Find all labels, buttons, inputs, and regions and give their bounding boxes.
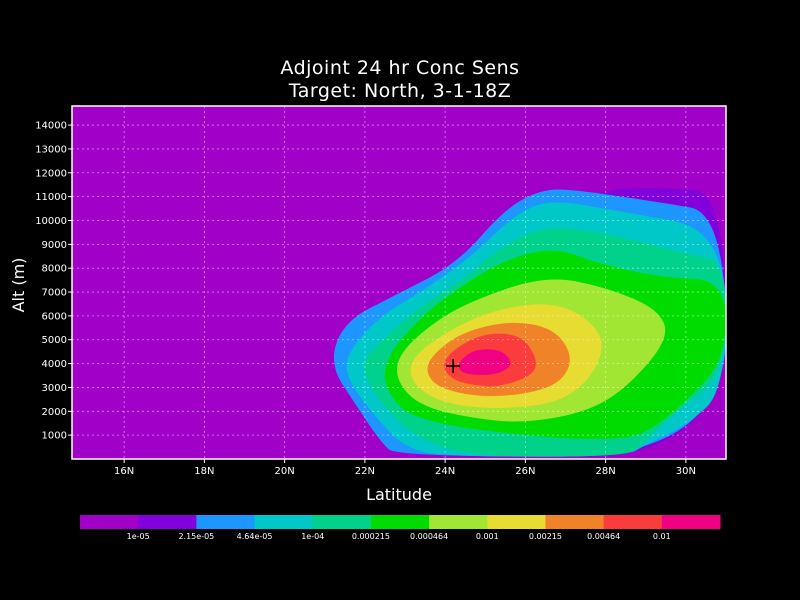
x-tick-label-2: 20N — [275, 466, 295, 477]
y-tick-label-9: 10000 — [35, 216, 67, 227]
y-tick-label-8: 9000 — [42, 240, 67, 251]
colorbar-label-4: 0.000215 — [352, 532, 390, 541]
y-tick-label-13: 14000 — [35, 121, 67, 132]
colorbar-label-0: 1e-05 — [127, 532, 150, 541]
colorbar-swatch-2 — [196, 515, 256, 529]
colorbar-swatch-6 — [429, 515, 488, 529]
colorbar-label-1: 2.15e-05 — [178, 532, 214, 541]
colorbar-label-3: 1e-04 — [301, 532, 324, 541]
colorbar-label-9: 0.01 — [653, 532, 671, 541]
y-tick-label-10: 11000 — [35, 192, 67, 203]
x-axis-label: Latitude — [366, 485, 432, 504]
chart-title: Adjoint 24 hr Conc Sens — [280, 57, 519, 79]
colorbar-swatch-4 — [312, 515, 372, 529]
y-tick-label-1: 2000 — [42, 407, 67, 418]
y-tick-label-4: 5000 — [42, 335, 67, 346]
colorbar-swatch-3 — [254, 515, 314, 529]
colorbar-swatch-5 — [370, 515, 430, 529]
colorbar — [80, 515, 721, 529]
colorbar-label-7: 0.00215 — [529, 532, 562, 541]
x-axis-ticks: 16N 18N 20N 22N 24N 26N 28N 30N — [114, 459, 696, 477]
x-tick-label-6: 28N — [596, 466, 616, 477]
contour-fills — [333, 187, 726, 457]
colorbar-swatch-1 — [138, 515, 197, 529]
colorbar-swatch-8 — [545, 515, 605, 529]
y-tick-label-3: 4000 — [42, 359, 67, 370]
x-tick-label-0: 16N — [114, 466, 134, 477]
x-tick-label-3: 22N — [355, 466, 375, 477]
y-tick-label-5: 6000 — [42, 311, 67, 322]
x-tick-label-4: 24N — [435, 466, 455, 477]
y-tick-label-12: 13000 — [35, 144, 67, 155]
contour-band-9 — [458, 349, 511, 375]
y-tick-label-6: 7000 — [42, 288, 67, 299]
x-tick-label-1: 18N — [194, 466, 214, 477]
colorbar-label-2: 4.64e-05 — [237, 532, 273, 541]
colorbar-swatch-9 — [603, 515, 663, 529]
y-tick-label-0: 1000 — [42, 431, 67, 442]
colorbar-label-8: 0.00464 — [587, 532, 620, 541]
colorbar-swatch-0 — [80, 515, 139, 529]
plot-frame — [71, 105, 727, 460]
y-axis-label: Alt (m) — [9, 258, 28, 313]
chart-subtitle: Target: North, 3-1-18Z — [288, 80, 512, 102]
gridlines — [72, 106, 726, 459]
colorbar-swatch-7 — [487, 515, 546, 529]
target-marker — [446, 358, 461, 373]
y-tick-label-7: 8000 — [42, 264, 67, 275]
x-tick-label-5: 26N — [515, 466, 535, 477]
y-tick-label-11: 12000 — [35, 168, 67, 179]
colorbar-labels: 1e-05 2.15e-05 4.64e-05 1e-04 0.000215 0.0004… — [127, 532, 671, 541]
colorbar-swatch-10 — [661, 515, 721, 529]
y-axis-ticks: 1000 2000 3000 4000 5000 6000 7000 8000 9000 1000… — [35, 121, 72, 442]
y-tick-label-2: 3000 — [42, 383, 67, 394]
x-tick-label-7: 30N — [676, 466, 696, 477]
colorbar-label-6: 0.001 — [476, 532, 499, 541]
colorbar-label-5: 0.000464 — [410, 532, 448, 541]
